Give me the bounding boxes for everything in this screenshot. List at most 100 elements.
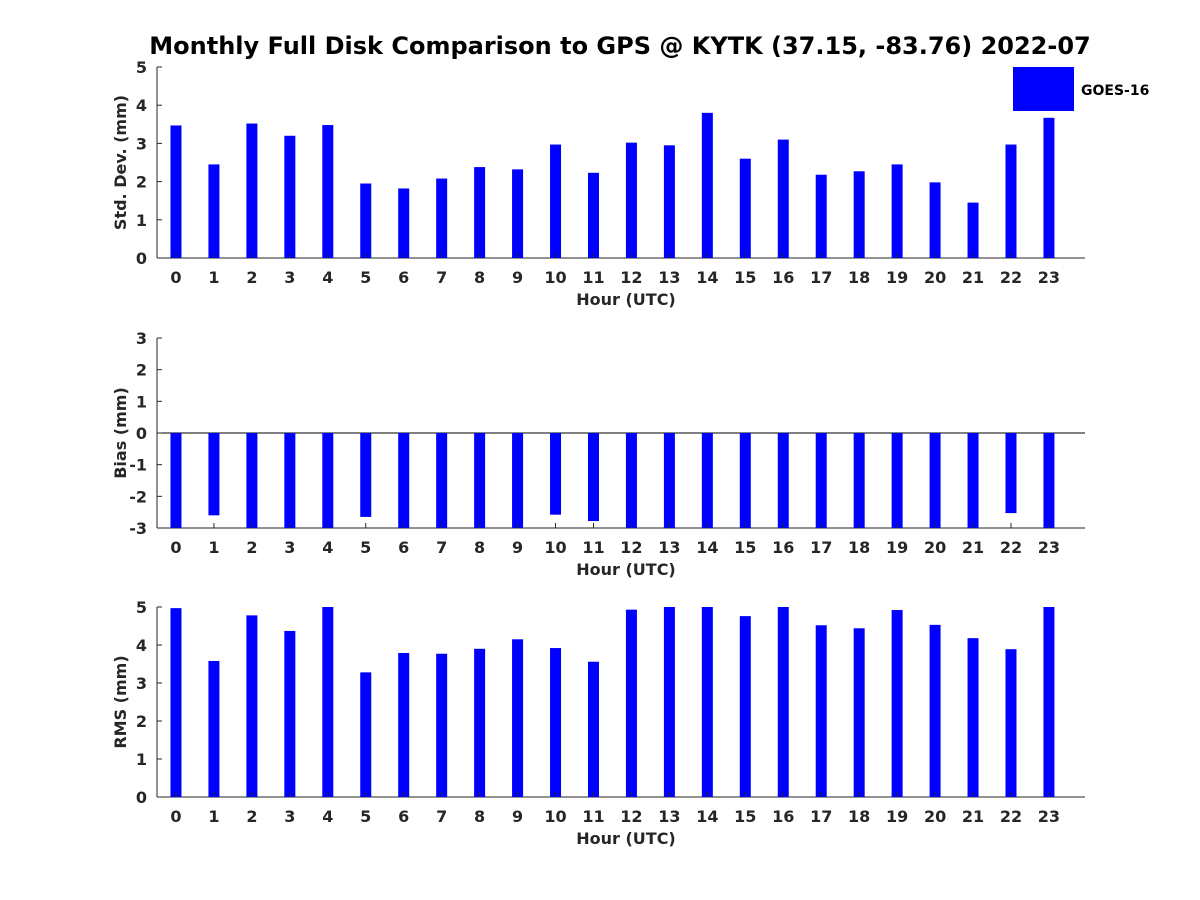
bar xyxy=(398,433,410,528)
bar xyxy=(663,607,675,797)
bar xyxy=(550,433,562,515)
x-tick-label: 4 xyxy=(322,538,333,557)
y-tick-label: 4 xyxy=(136,96,147,115)
y-tick-label: -3 xyxy=(129,519,147,538)
y-tick-label: 0 xyxy=(136,788,147,807)
x-tick-label: 15 xyxy=(734,538,756,557)
bar xyxy=(1043,433,1055,528)
x-tick-label: 22 xyxy=(1000,807,1022,826)
bar xyxy=(967,638,979,797)
x-tick-label: 6 xyxy=(398,268,409,287)
bar xyxy=(815,174,827,258)
bar xyxy=(170,125,182,258)
x-tick-label: 22 xyxy=(1000,538,1022,557)
bar xyxy=(474,433,486,528)
x-tick-label: 17 xyxy=(810,268,832,287)
x-tick-label: 2 xyxy=(246,268,257,287)
bar xyxy=(284,630,296,797)
y-tick-label: 3 xyxy=(136,674,147,693)
bar xyxy=(815,625,827,797)
bar xyxy=(701,607,713,797)
bar xyxy=(663,145,675,258)
x-tick-label: 3 xyxy=(284,268,295,287)
bar xyxy=(777,607,789,797)
y-tick-label: 0 xyxy=(136,424,147,443)
x-tick-label: 0 xyxy=(170,538,181,557)
x-tick-label: 23 xyxy=(1038,268,1060,287)
bar xyxy=(853,171,865,258)
x-tick-label: 7 xyxy=(436,807,447,826)
x-tick-label: 12 xyxy=(620,268,642,287)
x-tick-label: 21 xyxy=(962,268,984,287)
bar xyxy=(512,169,524,258)
bar xyxy=(208,433,220,516)
bar xyxy=(929,433,941,528)
y-tick-label: 2 xyxy=(136,712,147,731)
y-tick-label: 3 xyxy=(136,329,147,348)
y-tick-label: 5 xyxy=(136,58,147,77)
x-tick-label: 19 xyxy=(886,538,908,557)
x-tick-label: 9 xyxy=(512,538,523,557)
y-tick-label: -1 xyxy=(129,456,147,475)
y-tick-label: 1 xyxy=(136,211,147,230)
y-tick-label: 2 xyxy=(136,173,147,192)
x-tick-label: 20 xyxy=(924,268,946,287)
x-axis-label: Hour (UTC) xyxy=(576,560,676,579)
y-tick-label: 1 xyxy=(136,750,147,769)
x-tick-label: 8 xyxy=(474,807,485,826)
x-tick-label: 2 xyxy=(246,538,257,557)
bar xyxy=(436,653,448,797)
figure-title: Monthly Full Disk Comparison to GPS @ KY… xyxy=(149,32,1090,60)
x-tick-label: 6 xyxy=(398,807,409,826)
x-tick-label: 19 xyxy=(886,268,908,287)
bar xyxy=(625,433,637,528)
x-tick-label: 11 xyxy=(582,807,604,826)
x-tick-label: 1 xyxy=(208,268,219,287)
bar xyxy=(1043,117,1055,258)
bar xyxy=(701,433,713,528)
x-tick-label: 19 xyxy=(886,807,908,826)
bar xyxy=(170,608,182,797)
bar xyxy=(436,433,448,528)
bar xyxy=(360,183,372,258)
bar xyxy=(853,628,865,797)
x-tick-label: 12 xyxy=(620,538,642,557)
y-tick-label: 0 xyxy=(136,249,147,268)
bar xyxy=(208,164,220,258)
bar xyxy=(739,158,751,258)
x-tick-label: 16 xyxy=(772,538,794,557)
bar xyxy=(550,648,562,797)
bar xyxy=(360,433,372,517)
bar xyxy=(663,433,675,528)
x-tick-label: 10 xyxy=(544,268,566,287)
x-tick-label: 16 xyxy=(772,807,794,826)
bar xyxy=(1005,433,1017,514)
bar xyxy=(246,123,258,258)
y-tick-label: 1 xyxy=(136,392,147,411)
y-tick-label: 3 xyxy=(136,134,147,153)
x-tick-label: 13 xyxy=(658,807,680,826)
bar xyxy=(701,112,713,258)
bar xyxy=(398,188,410,258)
legend-swatch-goes-16 xyxy=(1013,67,1074,111)
x-tick-label: 13 xyxy=(658,268,680,287)
y-tick-label: 4 xyxy=(136,636,147,655)
x-tick-label: 8 xyxy=(474,538,485,557)
y-axis-label: Std. Dev. (mm) xyxy=(111,95,130,230)
bar xyxy=(777,433,789,528)
bar xyxy=(322,433,334,528)
bar xyxy=(587,172,599,258)
x-tick-label: 16 xyxy=(772,268,794,287)
x-tick-label: 9 xyxy=(512,268,523,287)
bar xyxy=(853,433,865,528)
x-tick-label: 15 xyxy=(734,807,756,826)
x-tick-label: 11 xyxy=(582,538,604,557)
bar xyxy=(1043,607,1055,797)
y-tick-label: -2 xyxy=(129,487,147,506)
bar xyxy=(891,610,903,797)
bar xyxy=(929,624,941,797)
x-axis-label: Hour (UTC) xyxy=(576,829,676,848)
